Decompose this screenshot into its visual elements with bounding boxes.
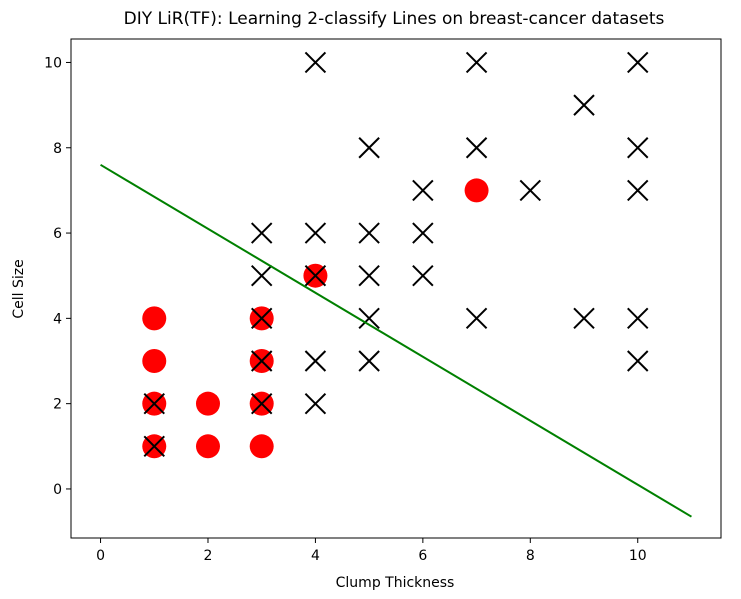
data-point-x	[573, 307, 595, 330]
x-tick-label: 0	[96, 548, 105, 564]
data-point-x	[304, 264, 327, 287]
data-point-x	[358, 350, 380, 372]
data-point-x	[358, 137, 380, 159]
y-tick-label: 8	[53, 141, 62, 157]
data-point-x	[304, 392, 327, 415]
data-point-circle	[464, 178, 489, 203]
data-point-x	[358, 222, 380, 244]
data-point-x	[412, 179, 434, 202]
y-tick-label: 2	[53, 397, 62, 413]
plot-frame	[70, 38, 722, 539]
y-axis: 0 2 4 6 8 10	[44, 55, 71, 498]
decision-line	[100, 163, 692, 518]
data-point-circle	[249, 434, 274, 459]
y-axis-label: Cell Size	[11, 259, 27, 318]
y-tick-label: 4	[53, 311, 62, 327]
data-point-x	[465, 51, 488, 74]
data-point-x	[519, 179, 542, 202]
x-tick-label: 4	[311, 548, 320, 564]
data-point-x	[250, 222, 273, 244]
data-point-x	[627, 350, 649, 372]
data-point-x	[143, 435, 165, 458]
x-axis-label: Clump Thickness	[336, 575, 455, 591]
data-point-x	[358, 264, 380, 287]
y-tick-label: 10	[44, 55, 62, 71]
data-point-x	[412, 264, 434, 287]
y-tick-label: 6	[53, 226, 62, 242]
data-point-x	[304, 350, 327, 372]
data-point-x	[627, 179, 649, 202]
series-malignant	[143, 51, 649, 458]
data-point-x	[412, 222, 434, 244]
data-point-x	[627, 137, 649, 159]
series-layer	[142, 51, 649, 459]
data-point-circle	[195, 391, 220, 416]
x-tick-label: 6	[418, 548, 427, 564]
data-point-x	[250, 350, 273, 372]
data-point-x	[573, 94, 595, 116]
data-point-x	[250, 264, 273, 287]
plot-area	[70, 38, 722, 539]
data-point-circle	[142, 306, 167, 331]
data-point-x	[304, 51, 327, 74]
data-point-circle	[195, 434, 220, 459]
data-point-x	[465, 307, 488, 330]
data-point-x	[358, 307, 380, 330]
data-point-x	[627, 51, 649, 74]
data-point-x	[304, 222, 327, 244]
data-point-x	[627, 307, 649, 330]
line-layer	[100, 163, 692, 518]
data-point-circle	[142, 349, 167, 374]
data-point-x	[250, 392, 273, 415]
x-axis: 0 2 4 6 8 10	[96, 538, 647, 564]
data-point-x	[143, 392, 165, 415]
x-tick-label: 10	[629, 548, 647, 564]
x-tick-label: 2	[204, 548, 213, 564]
data-point-x	[465, 137, 488, 159]
x-tick-label: 8	[526, 548, 535, 564]
y-tick-label: 0	[53, 482, 62, 498]
data-point-x	[250, 307, 273, 330]
chart-title: DIY LiR(TF): Learning 2-classify Lines o…	[124, 9, 665, 29]
